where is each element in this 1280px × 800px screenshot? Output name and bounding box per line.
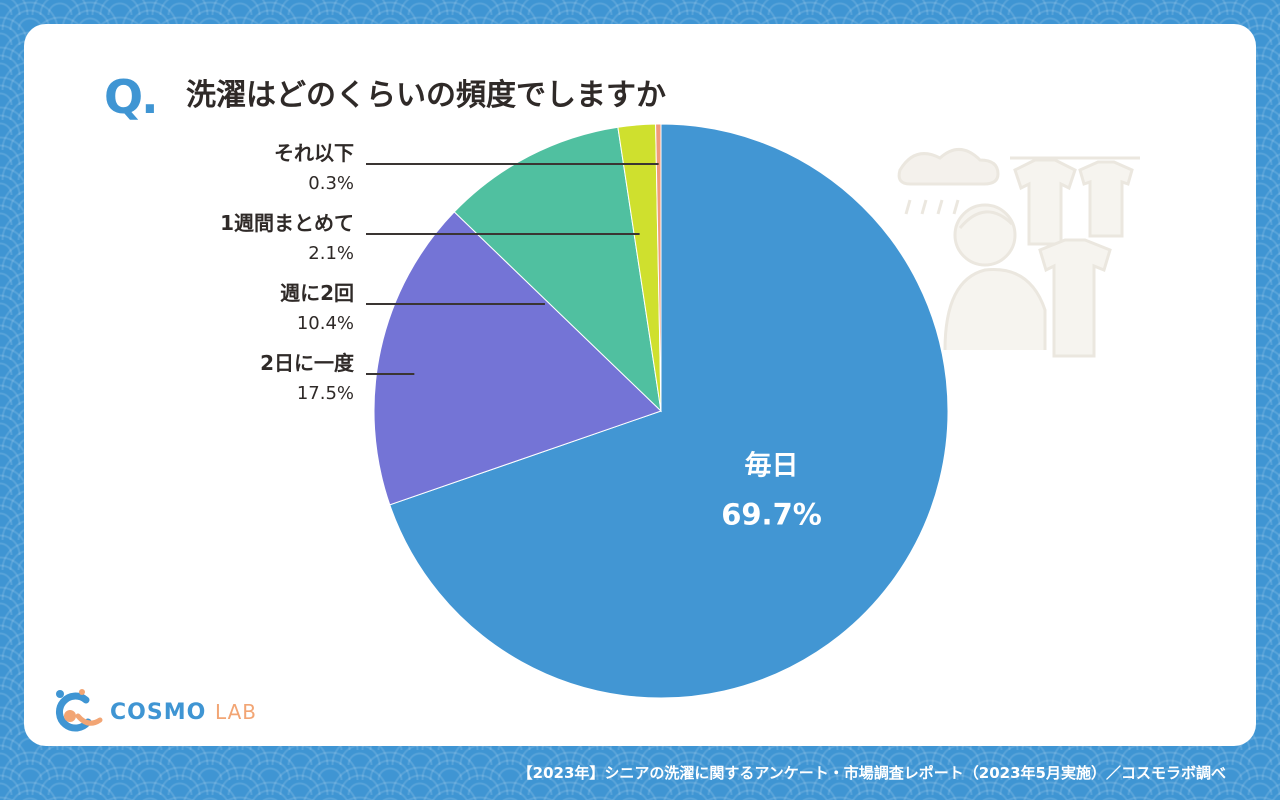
question-mark: Q. xyxy=(104,70,159,124)
slice-label-2: 週に2回 xyxy=(280,281,354,305)
cosmo-lab-logo xyxy=(55,689,103,732)
slice-value-3: 2.1% xyxy=(308,243,354,264)
logo-wordmark: COSMO LAB xyxy=(110,700,257,725)
page-title: 洗濯はどのくらいの頻度でしますか xyxy=(186,78,666,113)
slice-value-1: 17.5% xyxy=(297,383,354,404)
slice-label-0: 毎日 xyxy=(745,451,799,482)
pie-slice-1 xyxy=(373,211,662,506)
slice-label-4: それ以下 xyxy=(274,141,354,165)
slice-value-4: 0.3% xyxy=(308,173,354,194)
pie-slice-4 xyxy=(655,123,662,412)
logo-brand: COSMO xyxy=(110,700,207,725)
slice-label-1: 2日に一度 xyxy=(260,351,355,375)
logo-suffix: LAB xyxy=(214,700,257,724)
laundry-illustration xyxy=(897,148,1140,358)
slice-value-2: 10.4% xyxy=(297,313,354,334)
slice-value-0: 69.7% xyxy=(721,498,822,532)
source-footer: 【2023年】シニアの洗濯に関するアンケート・市場調査レポート（2023年5月実… xyxy=(517,764,1226,782)
pie-slice-2 xyxy=(453,126,662,413)
pie-slice-0 xyxy=(389,123,949,699)
slice-label-3: 1週間まとめて xyxy=(220,211,354,235)
